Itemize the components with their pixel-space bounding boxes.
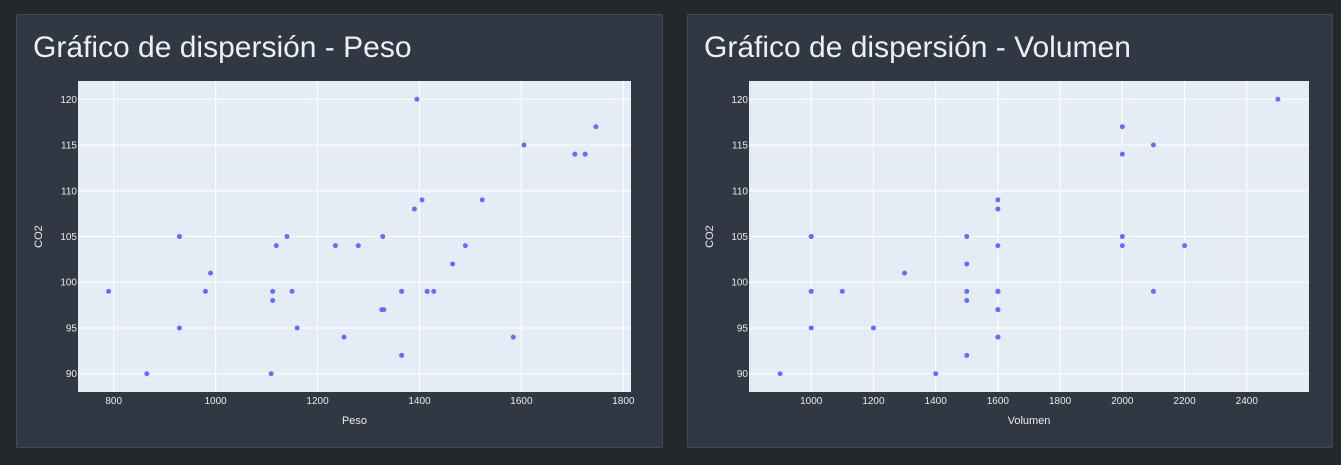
x-tick-label: 1800: [612, 396, 635, 407]
x-tick-label: 2200: [1173, 396, 1196, 407]
data-point: [381, 307, 387, 313]
chart-card-volumen: Gráfico de dispersión - Volumen 1000 1200…: [687, 14, 1333, 448]
data-point: [332, 243, 338, 249]
data-point: [870, 325, 876, 331]
y-tick-label: 90: [737, 369, 749, 380]
y-axis-label: CO2: [704, 225, 716, 248]
data-point: [582, 151, 588, 157]
x-tick-label: 1000: [204, 396, 227, 407]
data-point: [1182, 243, 1188, 249]
data-point: [572, 151, 578, 157]
data-point: [411, 206, 417, 212]
data-point: [419, 197, 425, 203]
data-point: [839, 288, 845, 294]
data-point: [964, 261, 970, 267]
data-point: [510, 334, 516, 340]
data-point: [777, 371, 783, 377]
data-point: [294, 325, 300, 331]
data-point: [964, 288, 970, 294]
y-tick-label: 100: [60, 278, 77, 289]
data-point: [341, 334, 347, 340]
y-tick-label: 95: [66, 323, 78, 334]
data-point: [995, 243, 1001, 249]
data-point: [995, 288, 1001, 294]
y-tick-label: 110: [61, 186, 77, 197]
data-point: [450, 261, 456, 267]
y-axis-label: CO2: [33, 225, 45, 248]
chart-card-peso: Gráfico de dispersión - Peso 800 1000 1200…: [16, 14, 663, 448]
data-point: [1119, 124, 1125, 130]
data-point: [1150, 288, 1156, 294]
x-tick-label: 2400: [1236, 396, 1259, 407]
data-point: [1119, 243, 1125, 249]
y-tick-label: 105: [60, 232, 77, 243]
data-point: [933, 371, 939, 377]
y-tick-label: 105: [731, 232, 748, 243]
y-tick-label: 115: [61, 141, 77, 152]
x-tick-label: 2000: [1111, 396, 1134, 407]
x-tick-label: 1800: [1049, 396, 1072, 407]
data-point: [964, 352, 970, 358]
data-point: [593, 124, 599, 130]
scatter-plot-volumen: 1000 1200 1400 1600 1800 2000 2200 2400 90 95 100 1…: [704, 81, 1309, 427]
chart-title: Gráfico de dispersión - Volumen: [704, 31, 1131, 64]
data-point: [995, 307, 1001, 313]
x-tick-label: 1200: [862, 396, 885, 407]
data-point: [270, 288, 276, 294]
x-tick-label: 1400: [408, 396, 431, 407]
y-tick-label: 110: [732, 186, 748, 197]
scatter-plot-peso: 800 1000 1200 1400 1600 1800 90 95 100 105 110 115 1…: [33, 81, 635, 427]
x-tick-label: 800: [105, 396, 122, 407]
data-point: [995, 197, 1001, 203]
x-tick-label: 1600: [510, 396, 533, 407]
data-point: [808, 234, 814, 239]
x-tick-label: 1400: [925, 396, 948, 407]
y-tick-label: 95: [737, 323, 749, 334]
data-point: [1119, 234, 1125, 239]
data-point: [964, 234, 970, 239]
data-point: [202, 288, 208, 294]
data-point: [902, 270, 908, 276]
data-point: [995, 334, 1001, 340]
data-point: [1275, 96, 1281, 102]
data-point: [399, 352, 405, 358]
data-point: [1119, 151, 1125, 157]
data-point: [270, 298, 276, 304]
data-point: [355, 243, 361, 249]
data-point: [176, 325, 182, 331]
y-tick-label: 100: [731, 278, 748, 289]
x-tick-label: 1200: [306, 396, 329, 407]
data-point: [284, 234, 290, 239]
x-tick-label: 1000: [800, 396, 823, 407]
data-point: [808, 325, 814, 331]
data-point: [268, 371, 274, 377]
data-point: [462, 243, 468, 249]
y-tick-label: 115: [732, 141, 748, 152]
data-point: [521, 142, 527, 148]
x-axis-label: Peso: [342, 415, 367, 427]
data-point: [106, 288, 112, 294]
y-tick-label: 120: [731, 95, 748, 106]
y-tick-label: 90: [66, 369, 78, 380]
data-point: [399, 288, 405, 294]
data-point: [479, 197, 485, 203]
data-point: [289, 288, 295, 294]
data-point: [1150, 142, 1156, 148]
data-point: [431, 288, 437, 294]
data-point: [380, 234, 386, 239]
data-point: [414, 96, 420, 102]
y-tick-label: 120: [60, 95, 77, 106]
data-point: [273, 243, 279, 249]
data-point: [964, 298, 970, 304]
x-tick-label: 1600: [987, 396, 1010, 407]
chart-title: Gráfico de dispersión - Peso: [33, 31, 412, 64]
data-point: [995, 206, 1001, 212]
data-point: [176, 234, 182, 239]
data-point: [424, 288, 430, 294]
data-point: [208, 270, 214, 276]
data-point: [808, 288, 814, 294]
data-point: [144, 371, 150, 377]
x-axis-label: Volumen: [1008, 415, 1051, 427]
